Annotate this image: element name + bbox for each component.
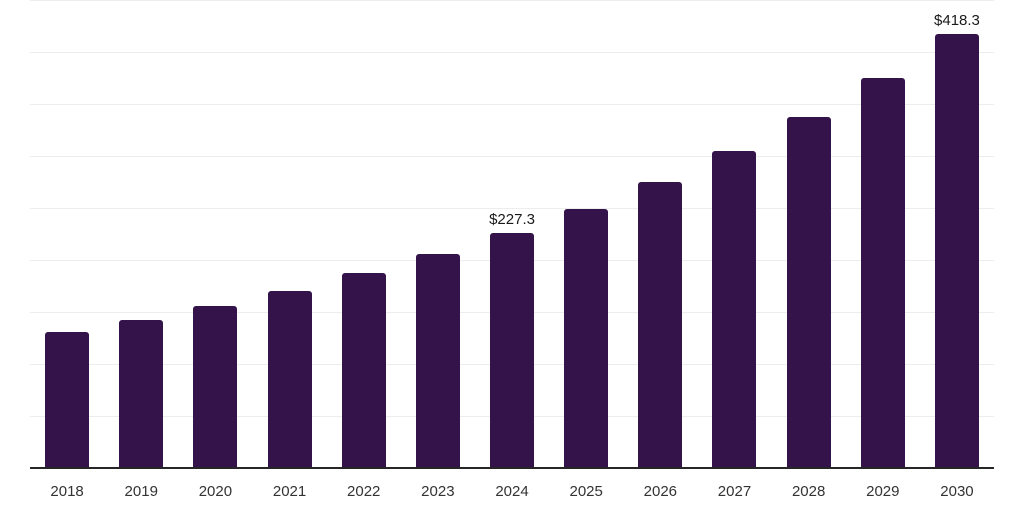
x-tick-label-2019: 2019	[124, 483, 158, 500]
x-tick-label-2021: 2021	[272, 483, 307, 500]
bar-2030	[934, 33, 979, 469]
gridline-450	[30, 0, 994, 1]
bar-slot-2021	[252, 0, 326, 469]
gridline-300	[30, 156, 994, 157]
bar-2024	[490, 232, 535, 469]
x-tick-label-2027: 2027	[717, 483, 752, 500]
x-tick-label-2029: 2029	[866, 483, 900, 500]
bar-slot-2023	[401, 0, 475, 469]
bar-2023	[415, 254, 460, 469]
bar-2020	[193, 306, 238, 469]
x-tick-label-2024: 2024	[495, 483, 529, 500]
bar-value-label-2024: $227.3	[489, 210, 535, 228]
x-tick-label-2020: 2020	[198, 483, 233, 500]
bar-slot-2028	[772, 0, 846, 469]
bar-slot-2019	[104, 0, 178, 469]
x-tick-label-2026: 2026	[643, 483, 678, 500]
bar-2019	[119, 319, 164, 469]
bar-2018	[45, 331, 90, 469]
bar-2025	[564, 209, 609, 469]
bars: $227.3 $418.3	[30, 0, 994, 469]
bar-slot-2018	[30, 0, 104, 469]
bar-2028	[786, 117, 831, 469]
gridline-400	[30, 52, 994, 53]
x-axis-labels: 2018 2019 2020 2021 2022 2023 2024 2025 2026 2027…	[30, 483, 994, 501]
gridline-250	[30, 208, 994, 209]
x-tick-label-2025: 2025	[569, 483, 603, 500]
bar-2027	[712, 150, 757, 469]
x-tick-label-2030: 2030	[940, 483, 974, 500]
x-tick-label-2022: 2022	[347, 483, 381, 500]
plot-area: $227.3 $418.3	[30, 0, 994, 469]
bar-slot-2024: $227.3	[475, 0, 549, 469]
bar-slot-2025	[549, 0, 623, 469]
x-tick-label-2023: 2023	[421, 483, 455, 500]
bar-2026	[638, 181, 683, 469]
bar-2021	[267, 290, 312, 469]
bar-2029	[860, 78, 905, 469]
bar-slot-2030: $418.3	[920, 0, 994, 469]
bar-slot-2029	[846, 0, 920, 469]
x-tick-label-2018: 2018	[50, 483, 84, 500]
bar-slot-2026	[623, 0, 697, 469]
bar-2022	[341, 273, 386, 469]
x-axis-line	[30, 467, 994, 469]
x-tick-label-2028: 2028	[791, 483, 826, 500]
bar-slot-2022	[327, 0, 401, 469]
gridline-350	[30, 104, 994, 105]
bar-slot-2027	[697, 0, 771, 469]
bar-value-label-2030: $418.3	[934, 11, 980, 29]
bar-slot-2020	[178, 0, 252, 469]
